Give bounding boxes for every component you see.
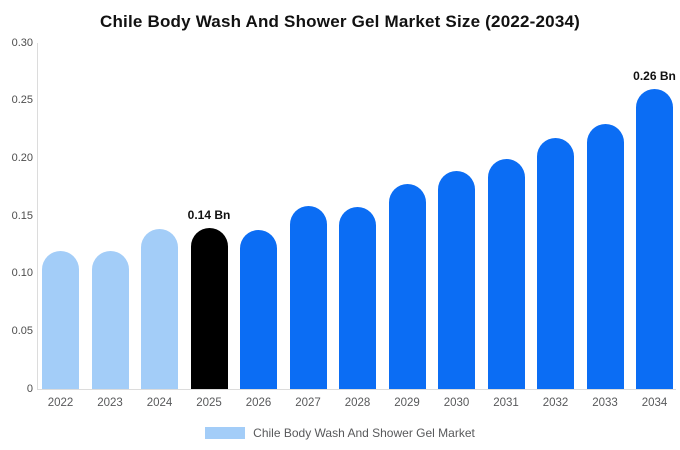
bar-2033[interactable] <box>586 123 624 389</box>
legend-label: Chile Body Wash And Shower Gel Market <box>253 426 475 440</box>
x-axis-tick-label-2027: 2027 <box>295 397 321 409</box>
y-axis-tick-label: 0.05 <box>11 324 33 337</box>
bar-2031[interactable] <box>487 159 525 389</box>
bar-2023[interactable] <box>91 250 129 389</box>
x-axis-tick-label-2025: 2025 <box>196 397 222 409</box>
x-axis-tick-label-2023: 2023 <box>97 397 123 409</box>
bar-2024[interactable] <box>141 228 178 389</box>
chart-title: Chile Body Wash And Shower Gel Market Si… <box>99 12 580 31</box>
bar-2032[interactable] <box>537 137 574 389</box>
legend-swatch <box>205 427 246 439</box>
y-axis-tick-label: 0.30 <box>11 36 33 49</box>
y-axis-tick-label: 0.20 <box>11 151 33 164</box>
bar-2034[interactable] <box>636 89 673 389</box>
x-axis-tick-label-2032: 2032 <box>542 397 569 409</box>
legend[interactable]: Chile Body Wash And Shower Gel Market <box>0 426 680 440</box>
x-axis-tick-label-2029: 2029 <box>394 397 420 409</box>
bar-2027[interactable] <box>289 205 327 389</box>
x-axis-tick-label-2034: 2034 <box>641 397 668 409</box>
x-axis-tick-label-2028: 2028 <box>344 397 371 409</box>
y-axis-tick-label: 0.25 <box>11 94 33 107</box>
x-axis-line <box>37 389 676 390</box>
value-label-2025: 0.14 Bn <box>187 207 231 222</box>
x-axis-tick-label-2026: 2026 <box>245 397 272 409</box>
y-axis-line <box>37 43 38 389</box>
y-axis-tick-label: 0.10 <box>11 267 33 280</box>
bar-2030[interactable] <box>438 171 475 389</box>
bar-2025[interactable] <box>190 227 228 389</box>
bar-2026[interactable] <box>240 229 277 389</box>
x-axis-tick-label-2033: 2033 <box>592 397 618 409</box>
value-label-2034: 0.26 Bn <box>633 69 676 84</box>
bar-2028[interactable] <box>339 206 376 389</box>
x-axis-tick-label-2031: 2031 <box>493 397 519 409</box>
y-axis-tick-label: 0 <box>26 382 33 395</box>
bar-2029[interactable] <box>388 183 426 389</box>
x-axis-tick-label-2030: 2030 <box>443 397 470 409</box>
x-axis-tick-label-2024: 2024 <box>146 397 173 409</box>
bar-2022[interactable] <box>42 250 79 389</box>
y-axis-tick-label: 0.15 <box>11 209 33 222</box>
x-axis-tick-label-2022: 2022 <box>47 397 74 409</box>
